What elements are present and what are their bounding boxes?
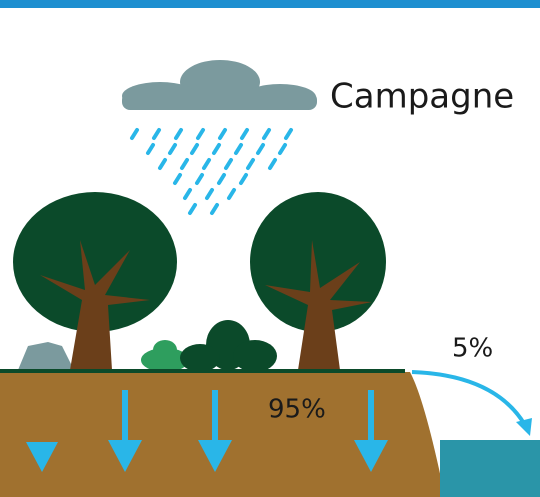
rain [132,130,291,213]
raindrop [148,145,153,153]
rock [18,342,74,370]
raindrop [192,145,197,153]
raindrop [176,130,181,138]
raindrop [286,130,291,138]
infiltration-label: 95% [268,395,326,425]
ground [0,372,445,497]
raindrop [242,130,247,138]
runoff-arrow [412,372,525,425]
raindrop [270,160,275,168]
arrow-head [516,418,532,436]
tree [250,192,386,370]
raindrop [280,145,285,153]
raindrop [160,160,165,168]
title: Campagne [330,77,514,117]
raindrop [212,205,217,213]
bush [180,320,277,372]
raindrop [207,190,212,198]
runoff-label: 5% [452,334,493,364]
raindrop [198,130,203,138]
raindrop [190,205,195,213]
illustration: Campagne 5% 95% [0,0,540,497]
raindrop [241,175,246,183]
raindrop [154,130,159,138]
raindrop [248,160,253,168]
raindrop [229,190,234,198]
cloud [122,60,317,110]
raindrop [197,175,202,183]
water [440,440,540,497]
raindrop [220,130,225,138]
raindrop [132,130,137,138]
tree [13,192,177,370]
top-bar [0,0,540,8]
raindrop [226,160,231,168]
raindrop [236,145,241,153]
raindrop [175,175,180,183]
raindrop [185,190,190,198]
raindrop [204,160,209,168]
raindrop [219,175,224,183]
raindrop [258,145,263,153]
raindrop [264,130,269,138]
raindrop [182,160,187,168]
raindrop [170,145,175,153]
raindrop [214,145,219,153]
